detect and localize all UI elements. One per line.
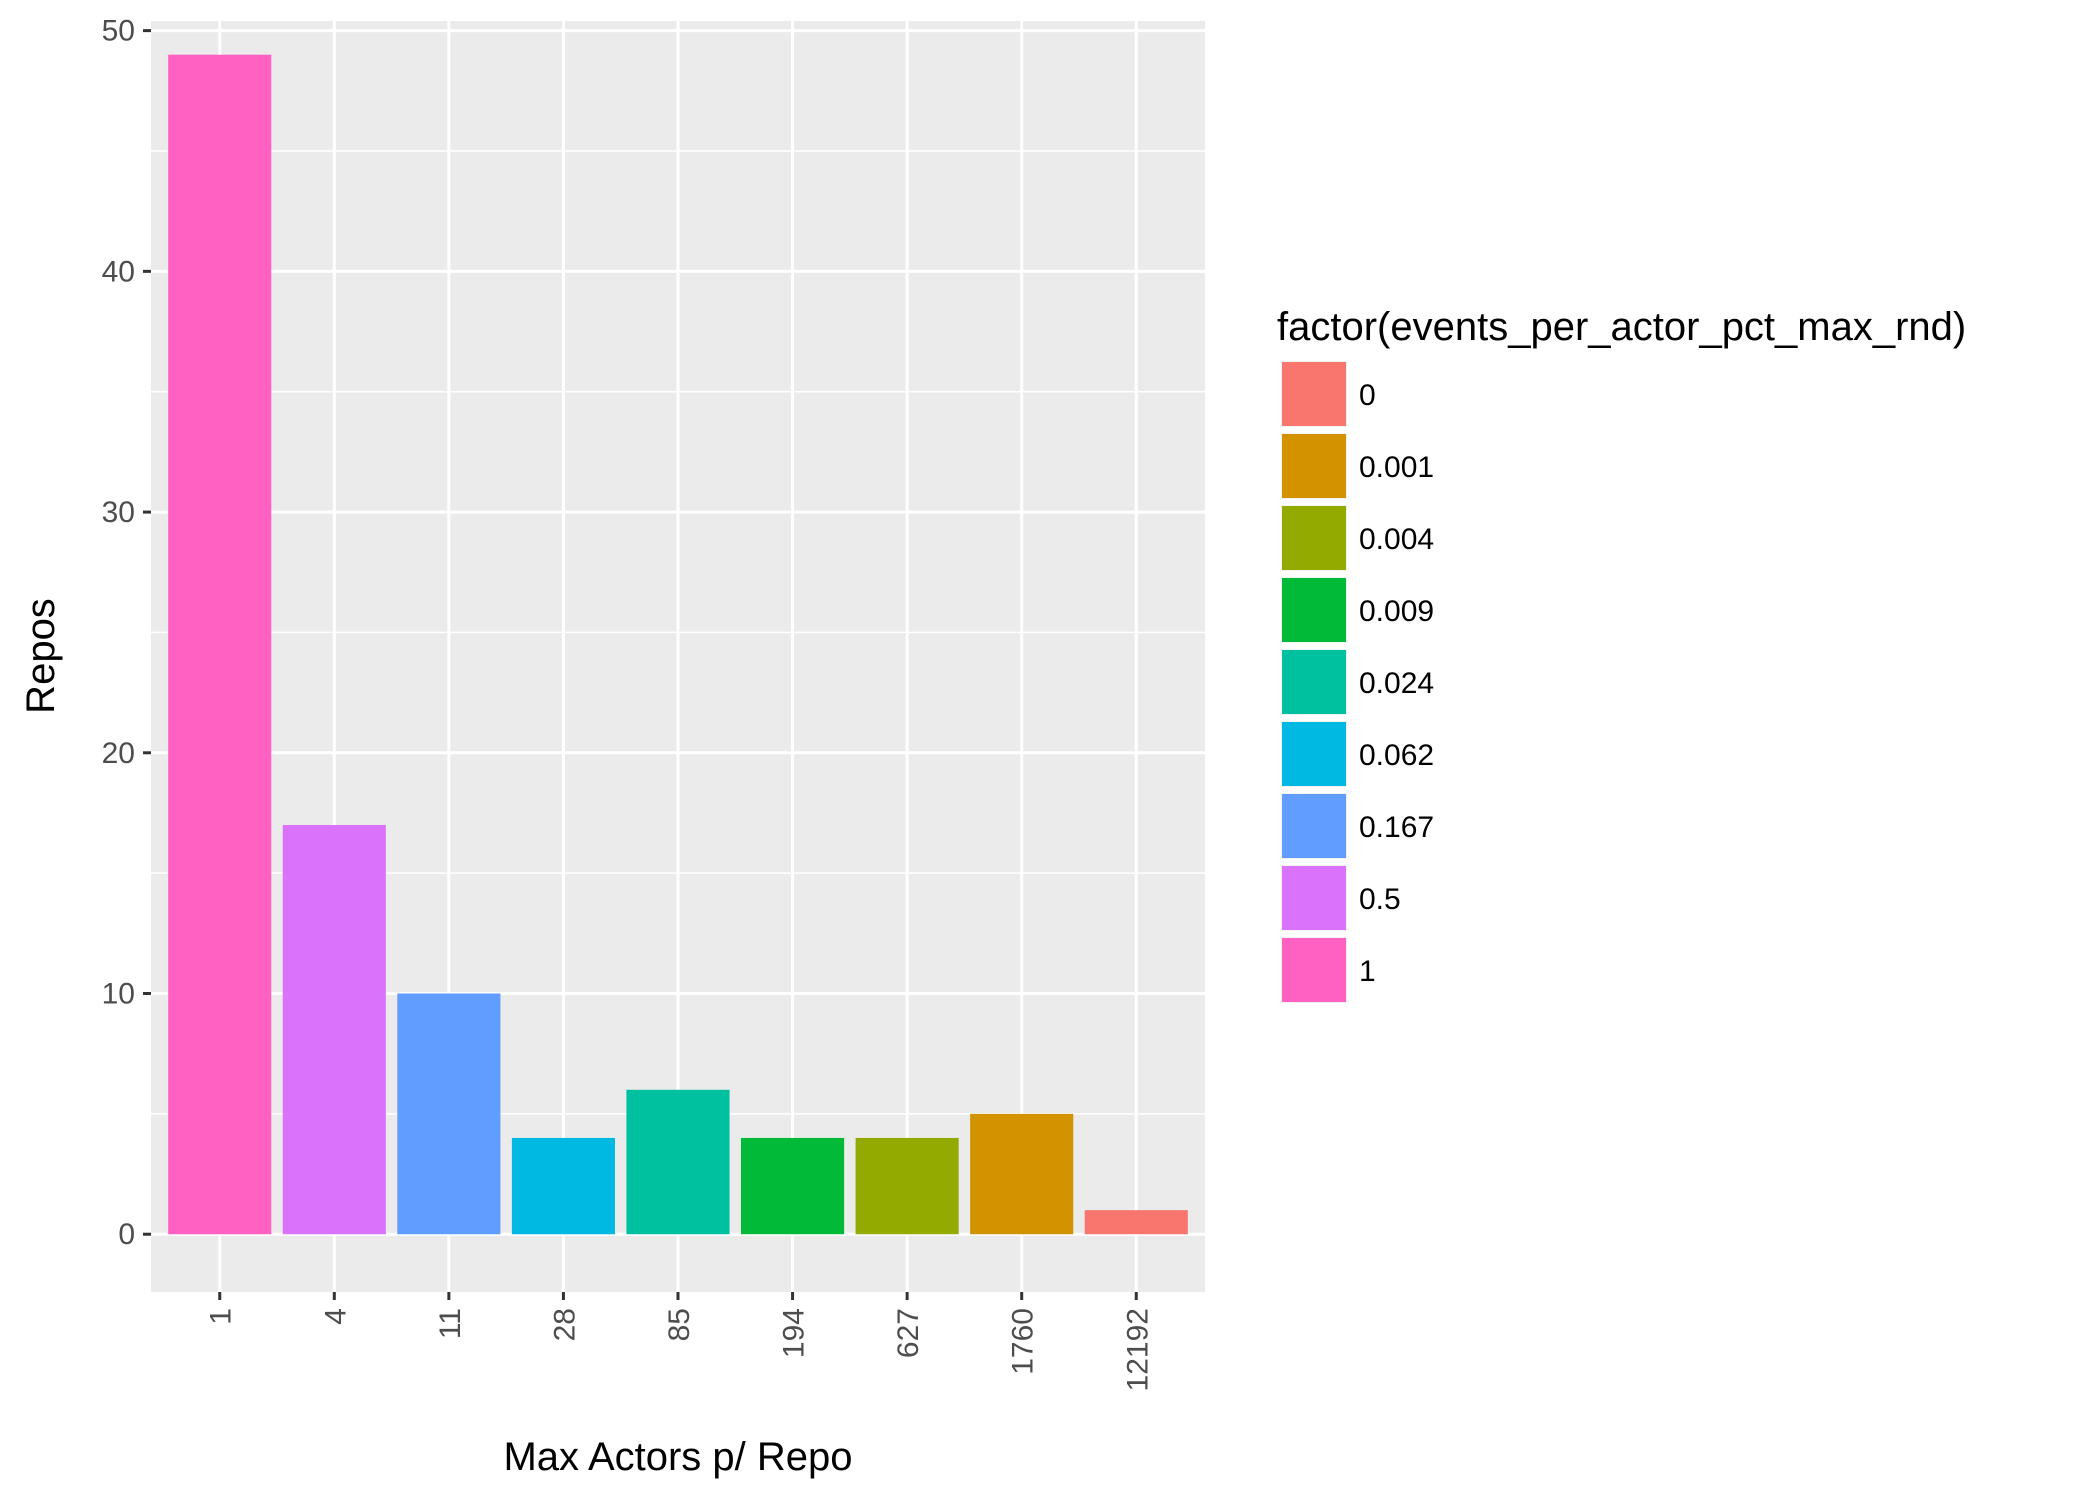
legend-entries: 0 0.001 0.004 0.009 0.024 0.062 0.167 0.5 1 — [1281, 361, 1434, 1003]
y-tick-label: 20 — [102, 737, 135, 770]
x-tick-label: 627 — [892, 1308, 925, 1358]
x-tick-label: 28 — [548, 1308, 581, 1341]
legend-key-swatch — [1282, 794, 1346, 858]
legend-key-swatch — [1282, 866, 1346, 930]
bars — [168, 54, 1188, 1235]
x-tick-label: 194 — [778, 1308, 811, 1358]
bar-85 — [626, 1089, 730, 1235]
y-tick-label: 50 — [102, 15, 135, 48]
x-tick-label: 11 — [434, 1308, 467, 1339]
x-tick-label: 4 — [319, 1308, 352, 1325]
legend-label: 0.5 — [1359, 883, 1401, 916]
bar-11 — [397, 993, 501, 1235]
bar-194 — [741, 1137, 845, 1235]
x-tick-label: 12192 — [1121, 1308, 1154, 1391]
legend-key-swatch — [1282, 578, 1346, 642]
legend-label: 0.004 — [1359, 523, 1434, 556]
bar-4 — [282, 825, 386, 1235]
y-tick-label: 30 — [102, 496, 135, 529]
y-axis-title: Repos — [19, 598, 63, 714]
x-axis-title: Max Actors p/ Repo — [503, 1435, 852, 1479]
x-tick-label: 85 — [663, 1308, 696, 1341]
bar-28 — [511, 1137, 615, 1235]
legend-label: 0.024 — [1359, 667, 1434, 700]
x-axis: 1 4 11 28 85 194 627 1760 12192 — [205, 1292, 1154, 1391]
x-tick-label: 1760 — [1007, 1308, 1040, 1375]
bar-1760 — [970, 1113, 1074, 1235]
legend-key-swatch — [1282, 722, 1346, 786]
legend-title: factor(events_per_actor_pct_max_rnd) — [1277, 305, 1966, 349]
bar-627 — [855, 1137, 959, 1235]
x-tick-label: 1 — [205, 1308, 238, 1325]
legend-key-swatch — [1282, 362, 1346, 426]
legend-key-swatch — [1282, 650, 1346, 714]
legend-label: 0.167 — [1359, 811, 1434, 844]
bar-12192 — [1084, 1210, 1188, 1235]
y-tick-label: 0 — [118, 1218, 135, 1251]
y-tick-label: 40 — [102, 255, 135, 288]
legend-label: 1 — [1359, 955, 1376, 988]
legend-label: 0.009 — [1359, 595, 1434, 628]
legend-key-swatch — [1282, 938, 1346, 1002]
legend-label: 0 — [1359, 379, 1376, 412]
legend-key-swatch — [1282, 434, 1346, 498]
legend-label: 0.062 — [1359, 739, 1434, 772]
legend-label: 0.001 — [1359, 451, 1434, 484]
bar-1 — [168, 54, 272, 1235]
legend: factor(events_per_actor_pct_max_rnd) 0 0.… — [1277, 305, 1966, 1003]
legend-key-swatch — [1282, 506, 1346, 570]
y-tick-label: 10 — [102, 978, 135, 1011]
y-axis: 0 10 20 30 40 50 — [102, 15, 151, 1251]
grid-lines — [151, 21, 1205, 1292]
